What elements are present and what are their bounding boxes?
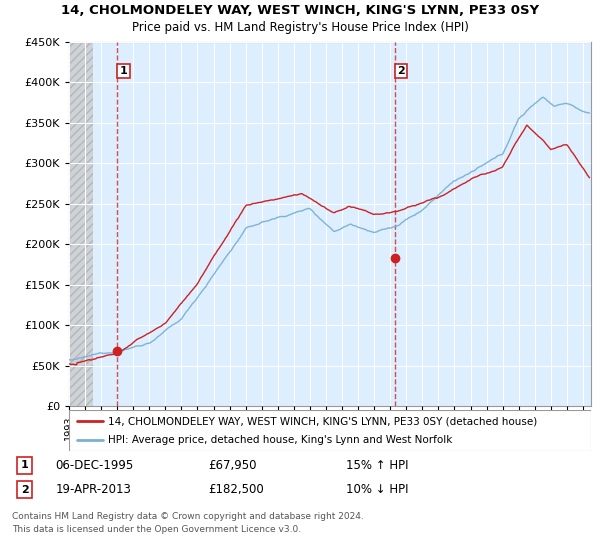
FancyBboxPatch shape xyxy=(69,410,591,451)
Text: 1: 1 xyxy=(119,66,127,76)
Text: 14, CHOLMONDELEY WAY, WEST WINCH, KING'S LYNN, PE33 0SY (detached house): 14, CHOLMONDELEY WAY, WEST WINCH, KING'S… xyxy=(108,417,538,426)
Text: 15% ↑ HPI: 15% ↑ HPI xyxy=(346,459,409,472)
Bar xyxy=(69,42,93,406)
Text: 2: 2 xyxy=(20,485,28,495)
Text: 06-DEC-1995: 06-DEC-1995 xyxy=(55,459,133,472)
Text: 14, CHOLMONDELEY WAY, WEST WINCH, KING'S LYNN, PE33 0SY: 14, CHOLMONDELEY WAY, WEST WINCH, KING'S… xyxy=(61,4,539,17)
Text: 10% ↓ HPI: 10% ↓ HPI xyxy=(346,483,409,496)
Text: £67,950: £67,950 xyxy=(208,459,256,472)
Text: Price paid vs. HM Land Registry's House Price Index (HPI): Price paid vs. HM Land Registry's House … xyxy=(131,21,469,34)
Text: 19-APR-2013: 19-APR-2013 xyxy=(55,483,131,496)
Text: Contains HM Land Registry data © Crown copyright and database right 2024.
This d: Contains HM Land Registry data © Crown c… xyxy=(12,512,364,534)
Text: £182,500: £182,500 xyxy=(208,483,263,496)
Text: 2: 2 xyxy=(397,66,405,76)
Text: 1: 1 xyxy=(20,460,28,470)
Text: HPI: Average price, detached house, King's Lynn and West Norfolk: HPI: Average price, detached house, King… xyxy=(108,435,452,445)
